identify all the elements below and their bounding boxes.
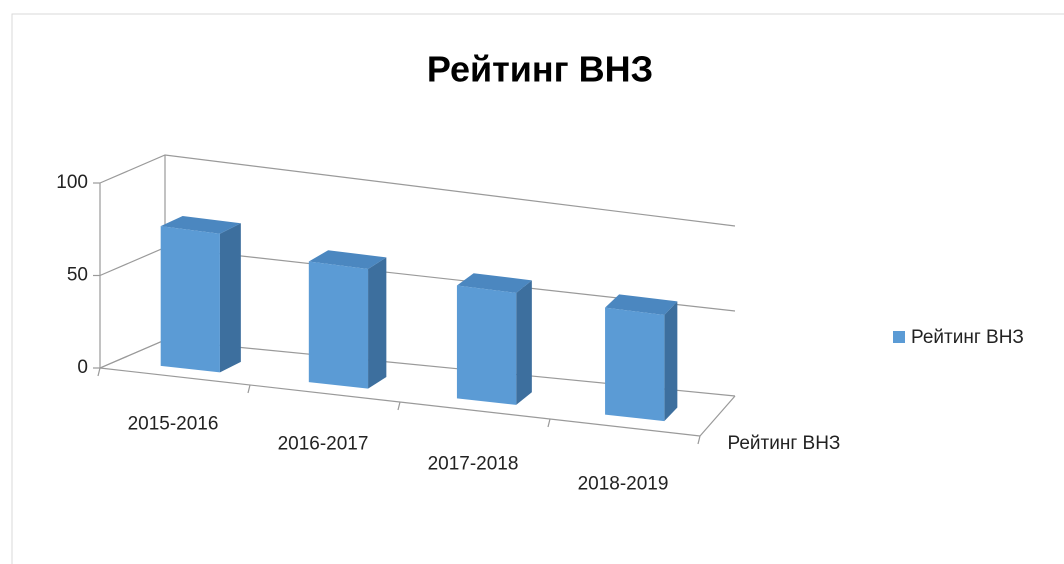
x-tick-label: 2017-2018 bbox=[428, 454, 519, 475]
tick-mark bbox=[97, 367, 101, 377]
x-tick-label: 2015-2016 bbox=[128, 414, 219, 435]
bar-side bbox=[664, 301, 678, 422]
bar bbox=[456, 273, 532, 405]
bar-top bbox=[308, 250, 387, 269]
tick-mark bbox=[397, 401, 401, 411]
bar-front bbox=[160, 226, 220, 373]
bar-top bbox=[456, 273, 532, 293]
bar-front bbox=[456, 285, 517, 405]
bar-front bbox=[308, 261, 369, 389]
bar-front bbox=[605, 307, 665, 422]
legend-label: Рейтинг ВНЗ bbox=[911, 327, 1024, 348]
legend-swatch bbox=[893, 331, 905, 343]
depth-axis-label: Рейтинг ВНЗ bbox=[728, 433, 841, 454]
y-tick-label: 0 bbox=[77, 357, 88, 378]
tick-mark bbox=[547, 418, 551, 428]
bar bbox=[308, 250, 387, 389]
chart-title: Рейтинг ВНЗ bbox=[427, 49, 653, 90]
tick-mark bbox=[697, 435, 701, 445]
grid-line bbox=[99, 154, 736, 227]
bar bbox=[605, 294, 678, 422]
x-tick-label: 2018-2019 bbox=[578, 474, 669, 495]
bar-top bbox=[605, 294, 678, 316]
x-tick-label: 2016-2017 bbox=[278, 434, 369, 455]
bar-side bbox=[368, 257, 387, 389]
y-tick-label: 50 bbox=[67, 265, 88, 286]
tick-mark bbox=[247, 384, 251, 394]
y-tick-label: 100 bbox=[56, 172, 88, 193]
bar-top bbox=[160, 216, 241, 234]
bar-side bbox=[219, 223, 241, 373]
axis-line bbox=[699, 395, 736, 437]
bar-side bbox=[516, 280, 532, 405]
bar bbox=[160, 216, 241, 373]
